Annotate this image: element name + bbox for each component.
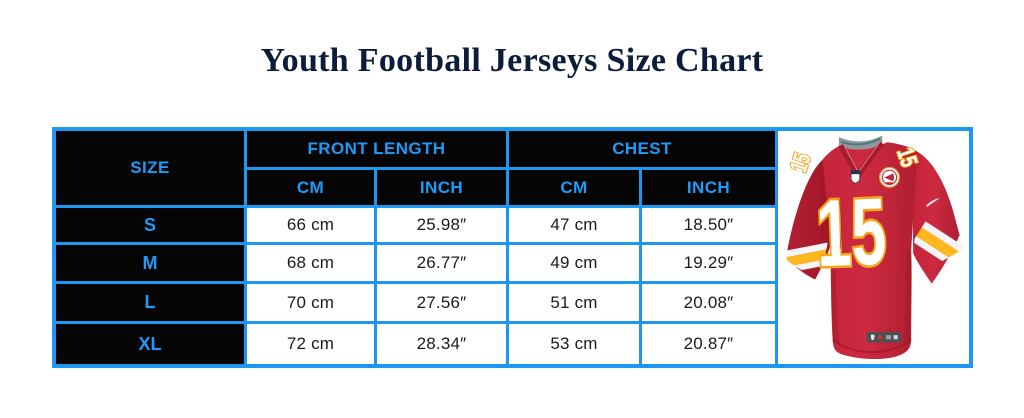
value-cell: 28.34″ bbox=[377, 324, 506, 364]
hem-shadow bbox=[831, 337, 912, 353]
value-cell: 70 cm bbox=[247, 284, 374, 321]
value-cell: 72 cm bbox=[247, 324, 374, 364]
left-shoulder-number: 15 bbox=[785, 148, 817, 176]
right-side-shadow bbox=[902, 250, 912, 348]
left-side-shadow bbox=[830, 239, 840, 345]
chest-header: CHEST bbox=[509, 131, 775, 167]
page-title: Youth Football Jerseys Size Chart bbox=[260, 42, 764, 79]
value-cell: 26.77″ bbox=[377, 245, 506, 281]
team-logo-patch bbox=[878, 166, 900, 188]
size-chart-table: SIZE FRONT LENGTH CHEST bbox=[52, 127, 973, 368]
value-cell: 53 cm bbox=[509, 324, 639, 364]
value-cell: 25.98″ bbox=[377, 208, 506, 242]
value-cell: 68 cm bbox=[247, 245, 374, 281]
nike-swoosh-icon bbox=[925, 197, 940, 207]
jersey-inner-collar bbox=[838, 135, 882, 150]
jersey-torso bbox=[821, 141, 917, 359]
value-cell: 19.29″ bbox=[642, 245, 775, 281]
size-cell-m: M bbox=[56, 245, 244, 281]
svg-text:15: 15 bbox=[814, 178, 887, 287]
chest-cm-header: CM bbox=[509, 170, 639, 205]
value-cell: 20.87″ bbox=[642, 324, 775, 364]
front-length-cm-header: CM bbox=[247, 170, 374, 205]
size-column-header: SIZE bbox=[56, 131, 244, 205]
size-cell-l: L bbox=[56, 284, 244, 321]
nfl-shield-icon bbox=[850, 169, 860, 184]
front-length-header: FRONT LENGTH bbox=[247, 131, 506, 167]
wrinkle-line bbox=[836, 194, 842, 249]
jersey-photo-cell: 15 15 15 bbox=[778, 131, 969, 364]
jock-tag bbox=[866, 331, 901, 342]
jersey-number: 15 bbox=[812, 176, 890, 289]
value-cell: 20.08″ bbox=[642, 284, 775, 321]
value-cell: 66 cm bbox=[247, 208, 374, 242]
front-length-inch-header: INCH bbox=[377, 170, 506, 205]
size-cell-s: S bbox=[56, 208, 244, 242]
svg-text:15: 15 bbox=[785, 149, 816, 175]
wrinkle-line bbox=[901, 204, 904, 267]
value-cell: 27.56″ bbox=[377, 284, 506, 321]
value-cell: 49 cm bbox=[509, 245, 639, 281]
chest-inch-header: INCH bbox=[642, 170, 775, 205]
value-cell: 51 cm bbox=[509, 284, 639, 321]
jersey-image: 15 15 15 bbox=[784, 135, 963, 359]
value-cell: 47 cm bbox=[509, 208, 639, 242]
size-cell-xl: XL bbox=[56, 324, 244, 364]
value-cell: 18.50″ bbox=[642, 208, 775, 242]
